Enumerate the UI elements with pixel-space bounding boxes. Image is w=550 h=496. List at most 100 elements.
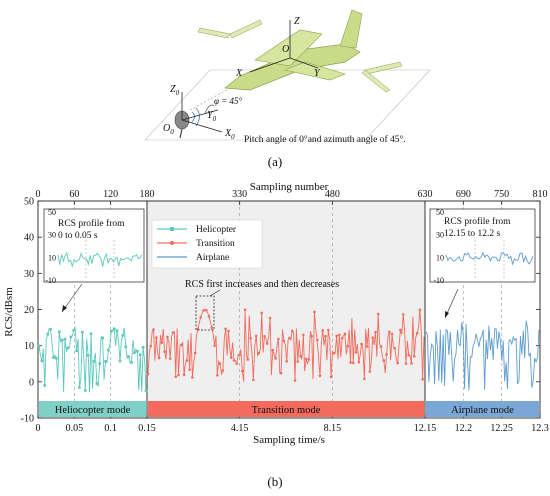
axis-label-x: X bbox=[235, 68, 243, 79]
top-tick-label: 480 bbox=[325, 189, 340, 200]
series-point-transition bbox=[288, 336, 291, 340]
series-point-helicopter bbox=[101, 336, 104, 340]
legend-item-transition: Transition bbox=[157, 239, 235, 249]
series-point-transition bbox=[396, 361, 399, 365]
series-point-transition bbox=[357, 360, 361, 364]
series-point-transition bbox=[260, 311, 264, 315]
bottom-tick-label: 0.1 bbox=[104, 423, 117, 434]
series-point-helicopter bbox=[109, 329, 113, 333]
series-point-helicopter bbox=[121, 334, 125, 337]
series-point-transition bbox=[368, 370, 372, 373]
series-point-transition bbox=[179, 343, 183, 347]
series-point-transition bbox=[146, 372, 150, 376]
legend: Helicopter Transition Airplane bbox=[151, 219, 263, 269]
rotor-blade-4 bbox=[361, 69, 391, 93]
series-point-transition bbox=[340, 336, 344, 340]
series-point-transition bbox=[174, 375, 178, 379]
y-tick-label: -10 bbox=[21, 414, 34, 425]
series-point-transition bbox=[249, 336, 252, 340]
series-point-transition bbox=[329, 375, 333, 379]
series-point-transition bbox=[302, 333, 305, 337]
bottom-tick-label: 12.15 bbox=[414, 423, 437, 434]
rotor-blade-3 bbox=[364, 61, 403, 75]
inset-airplane-frame bbox=[429, 208, 536, 283]
series-point-helicopter bbox=[55, 356, 58, 360]
series-point-transition bbox=[390, 332, 394, 336]
bottom-tick-label: 12.25 bbox=[490, 423, 513, 434]
bottom-tick-label: 4.15 bbox=[231, 423, 249, 434]
top-axis: 0 60 120 180 330 480 630 690 750 810 bbox=[36, 189, 548, 205]
series-point-transition bbox=[346, 344, 350, 348]
series-point-transition bbox=[371, 336, 374, 339]
axis-x bbox=[249, 57, 291, 73]
mode-bar-label: Airplane mode bbox=[451, 405, 514, 416]
legend-item-airplane: Airplane bbox=[157, 253, 229, 263]
series-point-transition bbox=[354, 350, 358, 354]
y-tick-label: 10 bbox=[24, 341, 34, 352]
bottom-tick-label: 8.15 bbox=[324, 423, 342, 434]
series-point-helicopter bbox=[92, 360, 96, 363]
series-point-transition bbox=[257, 351, 261, 355]
phi-label: φ = 45° bbox=[214, 96, 243, 106]
series-line-helicopter bbox=[38, 325, 147, 393]
axis-y bbox=[289, 57, 319, 69]
series-point-transition bbox=[191, 376, 194, 379]
series-point-helicopter bbox=[37, 344, 41, 348]
top-tick-label: 0 bbox=[36, 189, 41, 200]
series-point-transition bbox=[293, 379, 297, 382]
series-point-transition bbox=[360, 342, 363, 346]
radar-icon bbox=[174, 107, 200, 139]
series-point-transition bbox=[410, 362, 413, 365]
series-point-transition bbox=[327, 328, 330, 332]
legend-marker-helicopter bbox=[170, 227, 174, 231]
series-point-transition bbox=[401, 313, 405, 316]
series-point-transition bbox=[385, 353, 388, 356]
series-point-transition bbox=[376, 312, 380, 316]
series-point-transition bbox=[241, 369, 244, 373]
azimuth-arc bbox=[204, 104, 215, 114]
inset-helicopter-yticks: 50 30 10 -10 bbox=[45, 208, 115, 285]
series-point-transition bbox=[338, 333, 341, 337]
axis-label-x0: X0 bbox=[224, 128, 235, 141]
series-point-transition bbox=[382, 359, 386, 362]
series-point-transition bbox=[163, 350, 166, 353]
bottom-tick-label: 12.3 bbox=[531, 423, 549, 434]
series-point-helicopter bbox=[43, 384, 47, 387]
y-axis-label: RCS/dBsm bbox=[3, 287, 15, 337]
ground-plane bbox=[144, 69, 431, 141]
series-point-transition bbox=[379, 345, 383, 348]
series-point-transition bbox=[182, 373, 186, 377]
series-point-helicopter bbox=[81, 330, 84, 334]
series-point-transition bbox=[407, 353, 411, 357]
series-point-transition bbox=[299, 354, 302, 358]
rotor-blade-1 bbox=[197, 27, 231, 39]
axis-label-o0: O0 bbox=[163, 123, 174, 136]
series-point-transition bbox=[415, 331, 419, 335]
mode-bars: Heliocopter mode Transition mode Airplane … bbox=[39, 401, 539, 417]
series-point-transition bbox=[216, 373, 219, 377]
series-point-transition bbox=[290, 329, 294, 333]
series-point-transition bbox=[315, 338, 319, 342]
series-point-helicopter bbox=[130, 361, 133, 364]
inset-helicopter-arrowhead bbox=[62, 305, 67, 312]
series-point-transition bbox=[277, 337, 280, 341]
series-point-transition bbox=[418, 308, 422, 312]
series-point-transition bbox=[218, 362, 222, 366]
top-tick-label: 120 bbox=[103, 189, 118, 200]
series-point-transition bbox=[332, 351, 336, 355]
series-point-helicopter bbox=[83, 389, 87, 392]
inset-helicopter-line bbox=[57, 251, 143, 268]
series-point-transition bbox=[243, 308, 247, 312]
series-point-helicopter bbox=[133, 351, 136, 355]
series-point-helicopter bbox=[136, 350, 139, 353]
series-point-helicopter bbox=[118, 359, 122, 363]
inset-airplane-title-1: RCS profile from bbox=[444, 216, 511, 227]
bottom-tick-label: 12.2 bbox=[455, 423, 473, 434]
series-point-transition bbox=[343, 332, 347, 336]
series-point-transition bbox=[399, 328, 402, 332]
y-axis: -10 0 10 20 30 40 50 bbox=[21, 197, 540, 425]
axis-label-z0: Z0 bbox=[170, 84, 180, 97]
top-tick-label: 180 bbox=[140, 189, 155, 200]
series-point-helicopter bbox=[60, 338, 64, 342]
